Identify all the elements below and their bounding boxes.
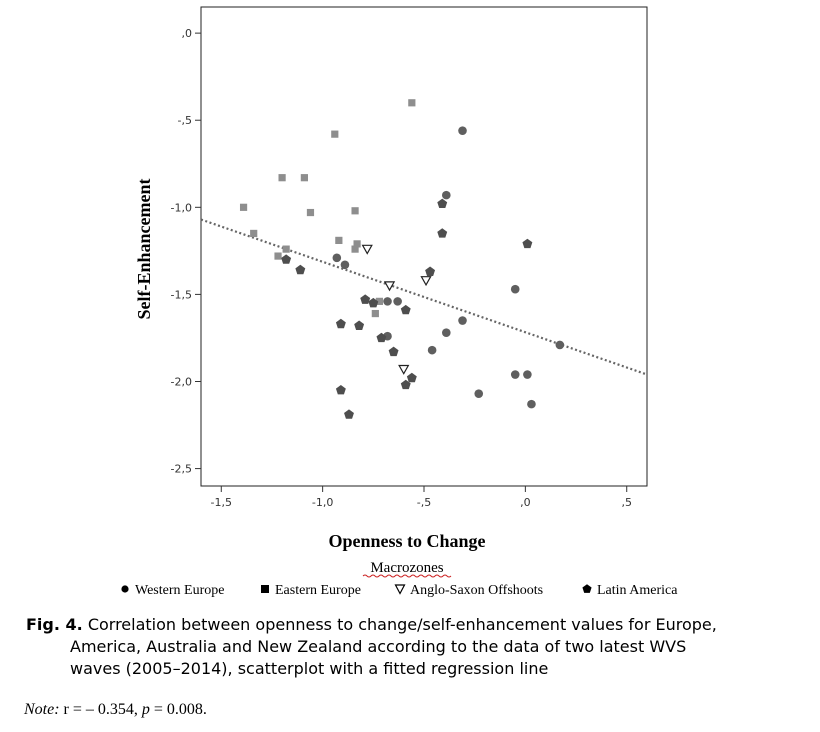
point-western-europe (442, 328, 451, 338)
point-eastern-europe (274, 252, 282, 260)
point-western-europe (340, 260, 350, 270)
legend: Western Europe Eastern Europe Anglo-Saxon … (121, 583, 678, 598)
point-latin-america (425, 266, 436, 276)
note-r: r = – 0.354, (59, 701, 142, 718)
point-eastern-europe (375, 297, 383, 305)
y-axis-title: Self-Enhancement (134, 179, 154, 320)
legend-label-western-europe: Western Europe (135, 583, 224, 598)
x-axis: -1,5 -1,0 -,5 ,0 ,5 (211, 486, 632, 509)
x-tick-label: -1,0 (312, 496, 333, 509)
point-latin-america (522, 238, 533, 249)
point-latin-america (406, 372, 417, 383)
legend-label-eastern-europe: Eastern Europe (275, 583, 361, 598)
point-latin-america (281, 254, 292, 264)
point-western-europe (527, 399, 536, 409)
point-western-europe (393, 297, 402, 306)
y-tick-label: -2,5 (171, 463, 192, 476)
point-eastern-europe (353, 240, 361, 248)
point-latin-america (360, 294, 371, 304)
point-anglo-saxon-offshoots (361, 244, 373, 255)
point-anglo-saxon-offshoots (383, 281, 396, 292)
regression-line (200, 218, 648, 376)
x-axis-title: Openness to Change (328, 531, 485, 551)
point-western-europe (442, 190, 451, 200)
point-western-europe (458, 126, 467, 135)
data-points (239, 99, 565, 419)
y-tick-label: -2,0 (171, 375, 192, 388)
point-eastern-europe (408, 99, 416, 107)
point-latin-america (295, 264, 306, 275)
legend-title: Macrozones (370, 560, 443, 576)
point-eastern-europe (351, 245, 359, 253)
point-western-europe (383, 297, 392, 306)
point-latin-america (437, 198, 448, 209)
point-eastern-europe (282, 245, 290, 253)
point-western-europe (555, 340, 565, 350)
x-tick-label: -1,5 (211, 496, 232, 509)
point-latin-america (388, 346, 399, 357)
point-eastern-europe (239, 203, 248, 211)
y-tick-label: -,5 (178, 114, 192, 127)
caption-line-1: Correlation between openness to change/s… (82, 615, 717, 634)
point-eastern-europe (335, 236, 343, 245)
point-anglo-saxon-offshoots (420, 276, 432, 287)
point-anglo-saxon-offshoots (398, 364, 410, 375)
point-latin-america (335, 318, 346, 329)
point-eastern-europe (306, 208, 315, 217)
y-tick-label: -1,0 (171, 201, 192, 214)
note-prefix: Note: (24, 701, 60, 718)
y-tick-label: ,0 (182, 27, 193, 40)
point-western-europe (510, 370, 520, 379)
point-eastern-europe (371, 309, 379, 318)
x-tick-label: ,0 (520, 496, 531, 509)
legend-marker-anglo-saxon-offshoots (394, 584, 406, 595)
legend-label-latin-america: Latin America (597, 583, 678, 598)
point-latin-america (368, 297, 379, 308)
point-latin-america (335, 385, 346, 395)
x-tick-label: ,5 (621, 496, 632, 509)
point-eastern-europe (331, 130, 339, 138)
y-axis: ,0 -,5 -1,0 -1,5 -2,0 -2,5 (171, 27, 201, 476)
point-eastern-europe (278, 174, 286, 182)
point-western-europe (510, 284, 520, 294)
point-western-europe (474, 389, 484, 398)
point-western-europe (458, 316, 467, 325)
legend-marker-latin-america (582, 584, 592, 593)
caption-line-2: America, Australia and New Zealand accor… (70, 637, 687, 656)
point-latin-america (437, 228, 448, 238)
point-eastern-europe (250, 229, 258, 238)
figure-label: Fig. 4. (26, 615, 83, 634)
x-tick-label: -,5 (417, 496, 431, 509)
legend-marker-eastern-europe (261, 585, 269, 593)
point-western-europe (427, 345, 437, 355)
legend-label-anglo-saxon-offshoots: Anglo-Saxon Offshoots (410, 583, 543, 598)
point-eastern-europe (351, 207, 359, 215)
note-p: = 0.008. (149, 701, 207, 718)
plot-area (200, 6, 648, 487)
legend-marker-western-europe (121, 585, 129, 593)
point-latin-america (344, 409, 354, 419)
point-western-europe (523, 370, 532, 379)
point-latin-america (400, 304, 411, 315)
point-latin-america (376, 332, 387, 343)
point-latin-america (400, 379, 411, 390)
note-p-label: p (141, 701, 150, 718)
figure-caption: Fig. 4. Correlation between openness to … (26, 614, 806, 680)
legend-title-squiggle (362, 574, 452, 578)
point-western-europe (332, 253, 342, 263)
point-latin-america (354, 320, 365, 330)
statistics-note: Note: r = – 0.354, p = 0.008. (24, 701, 207, 719)
caption-line-3: waves (2005–2014), scatterplot with a fi… (70, 659, 549, 678)
scatter-chart: ,0 -,5 -1,0 -1,5 -2,0 -2,5 -1,5 -1,0 -,5 ,0 ,5 Se… (121, 6, 678, 598)
y-tick-label: -1,5 (171, 288, 192, 301)
point-eastern-europe (300, 174, 308, 182)
